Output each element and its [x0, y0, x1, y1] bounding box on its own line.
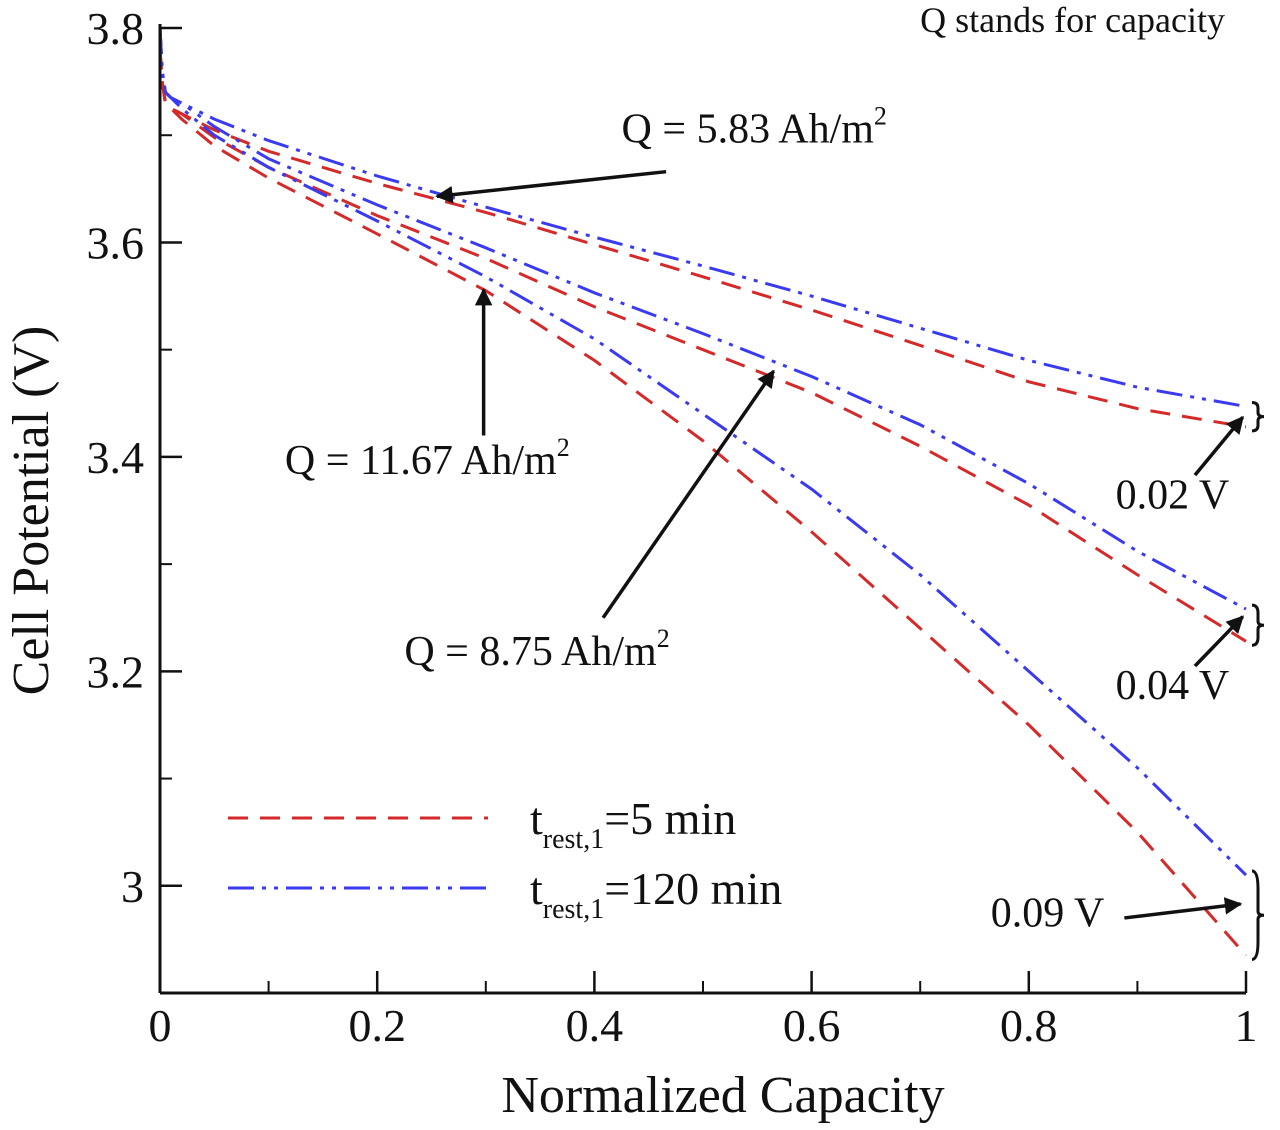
y-tick-label: 3.4	[87, 432, 145, 483]
annotation-main: Q = 5.83 Ah/m	[622, 107, 875, 153]
series-line-5	[158, 49, 1248, 957]
annotation-arrow-3	[601, 369, 776, 619]
series-line-6	[158, 27, 1248, 877]
annotation-arrow-4	[1193, 415, 1245, 477]
annotation-arrow-6	[1124, 897, 1243, 920]
annotation-label-2: Q = 11.67 Ah/m2	[285, 433, 570, 484]
annotation-label-5: 0.04 V	[1116, 663, 1230, 709]
x-tick-label: 0.6	[783, 1000, 841, 1051]
legend-tail: =5 min	[604, 793, 736, 844]
chart-note: Q stands for capacity	[920, 0, 1225, 40]
series-layer	[158, 27, 1248, 957]
axes-layer: 0 0.2 0.4 0.6 0.8 1 3 3.2 3.4 3.6 3.8 Normalized Ca…	[3, 3, 1258, 1124]
x-tick-label: 0.8	[1000, 1000, 1058, 1051]
brace-1	[1251, 400, 1265, 433]
y-tick-label: 3	[121, 861, 144, 912]
legend-sub: rest,1	[543, 894, 604, 925]
annotation-main: Q = 8.75 Ah/m	[404, 629, 657, 675]
annotation-arrow-1	[435, 169, 667, 204]
brace-3	[1251, 869, 1265, 961]
y-axis-title: Cell Potential (V)	[3, 326, 60, 696]
series-line-3	[158, 49, 1247, 643]
annotation-label-6: 0.09 V	[991, 891, 1105, 937]
y-tick-label: 3.2	[87, 646, 145, 697]
annotation-layer: Q = 5.83 Ah/m2Q = 11.67 Ah/m2Q = 8.75 Ah…	[285, 102, 1265, 961]
legend-label-1: trest,1=5 min	[530, 793, 736, 855]
legend-main: t	[530, 863, 543, 914]
annotation-sup: 2	[874, 102, 887, 131]
y-tick-label: 3.6	[87, 217, 145, 268]
annotation-main: Q = 11.67 Ah/m	[285, 438, 557, 484]
x-tick-label: 0.4	[566, 1000, 624, 1051]
annotation-sup: 2	[557, 433, 570, 462]
x-tick-label: 0	[149, 1000, 172, 1051]
legend-sub: rest,1	[543, 824, 604, 855]
series-line-1	[158, 49, 1247, 429]
annotation-sup: 2	[657, 624, 670, 653]
x-tick-label: 1	[1235, 1000, 1258, 1051]
legend-main: t	[530, 793, 543, 844]
y-tick-label: 3.8	[87, 3, 145, 54]
annotation-label-4: 0.02 V	[1116, 472, 1230, 518]
x-tick-label: 0.2	[348, 1000, 406, 1051]
annotation-label-1: Q = 5.83 Ah/m2	[622, 102, 887, 153]
annotation-arrow-5	[1193, 615, 1244, 668]
legend-label-2: trest,1=120 min	[530, 863, 782, 925]
legend-tail: =120 min	[604, 863, 782, 914]
brace-2	[1251, 603, 1265, 647]
x-axis-title: Normalized Capacity	[501, 1067, 944, 1124]
annotation-label-3: Q = 8.75 Ah/m2	[404, 624, 669, 675]
